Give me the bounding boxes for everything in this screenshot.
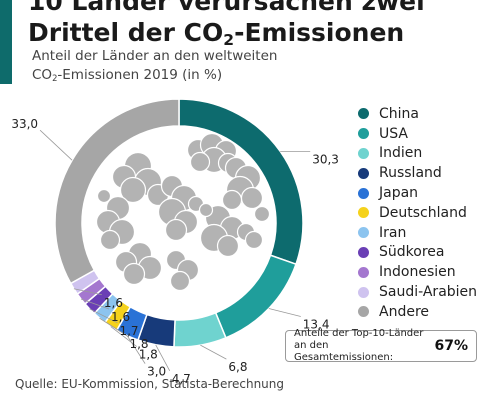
legend-item-japan: Japan (358, 183, 477, 203)
smoke-puff-9-2 (96, 188, 112, 204)
smoke-puff-5-3 (216, 234, 240, 258)
smoke-puff-7-2 (169, 270, 191, 292)
leader-usa (268, 308, 301, 317)
leader-japan (126, 335, 146, 364)
data-label-russland: 4,7 (172, 372, 191, 386)
smoke-puff-8-1 (244, 230, 264, 250)
legend-item-indien: Indien (358, 144, 477, 164)
leader-indonesien (80, 298, 110, 310)
data-label-japan: 3,0 (147, 365, 166, 379)
summary-label: Anteile der Top-10-Länder an den Gesamte… (294, 328, 424, 363)
title-line-2-post: -Emissionen (234, 18, 405, 47)
legend-label: Andere (379, 303, 430, 320)
legend-swatch (358, 147, 369, 159)
legend-swatch (358, 128, 369, 140)
subtitle-line-2-pre: CO (32, 67, 53, 83)
legend-label: Iran (379, 224, 407, 241)
legend-label: Indonesien (379, 264, 456, 281)
legend-swatch (358, 227, 369, 239)
legend-item-usa: USA (358, 124, 477, 144)
title-line-2-sub: 2 (223, 30, 235, 49)
slice-andere (54, 98, 180, 285)
subtitle-line-2-post: -Emissionen 2019 (in %) (57, 67, 223, 83)
legend-item-saudi-arabien: Saudi-Arabien (358, 282, 477, 302)
leader-lines (39, 129, 311, 371)
smoke-puff-9-1 (198, 202, 214, 218)
legend-swatch (358, 246, 369, 258)
data-labels: 30,313,46,84,73,01,81,81,71,61,633,0 (11, 117, 339, 386)
legend-label: China (379, 105, 419, 122)
legend-label: Saudi-Arabien (379, 284, 478, 301)
summary-value: 67% (434, 338, 468, 354)
title-line-2-pre: Drittel der CO (28, 18, 224, 47)
legend-item-andere: Andere (358, 302, 477, 322)
legend-item-russland: Russland (358, 163, 477, 183)
leader-saudi-arabien (73, 288, 102, 296)
smoke-puff-1-3 (119, 176, 147, 204)
leader-deutschland (110, 326, 137, 347)
legend-item-deutschland: Deutschland (358, 203, 477, 223)
slice-usa (214, 254, 297, 339)
legend-swatch (358, 187, 369, 199)
smoke-puff-6-3 (122, 262, 146, 286)
chart-title: 10 Länder verursachen zwei Drittel der C… (28, 0, 425, 48)
legend-swatch (358, 108, 369, 120)
legend-label: Indien (379, 145, 423, 162)
legend-label: Deutschland (379, 204, 467, 221)
legend-item-china: China (358, 104, 477, 124)
smoke-cloud-icon (95, 132, 271, 292)
subtitle-line-2-sub: 2 (52, 73, 58, 84)
subtitle-line-1: Anteil der Länder an den weltweiten (32, 48, 278, 64)
smoke-puff-9-3 (253, 205, 271, 223)
data-label-andere: 33,0 (11, 117, 38, 131)
leader-sudkorea (89, 308, 118, 324)
summary-box: Anteile der Top-10-Länder an den Gesamte… (285, 328, 477, 363)
legend-label: Südkorea (379, 244, 445, 261)
legend-swatch (358, 286, 369, 298)
smoke-puff-4-3 (99, 229, 121, 251)
leader-iran (99, 317, 128, 337)
legend-swatch (358, 306, 369, 318)
data-label-iran: 1,8 (129, 337, 148, 351)
legend-swatch (358, 207, 369, 219)
legend-label: USA (379, 125, 408, 142)
donut-slices (54, 98, 304, 348)
leader-russland (155, 344, 171, 371)
legend-swatch (358, 167, 369, 179)
smoke-puff-2-3 (240, 186, 264, 210)
legend-item-indonesien: Indonesien (358, 262, 477, 282)
data-label-indonesien: 1,6 (111, 310, 130, 324)
title-line-1: 10 Länder verursachen zwei (28, 0, 425, 16)
legend: China USA Indien Russland Japan Deutschland Ir… (358, 104, 477, 322)
leader-andere (39, 129, 73, 161)
subtitle-line-2: CO2-Emissionen 2019 (in %) (32, 67, 222, 83)
source-note: Quelle: EU-Kommission, Statista-Berechnu… (15, 377, 285, 391)
legend-item-iran: Iran (358, 223, 477, 243)
data-label-usa: 13,4 (303, 318, 330, 332)
data-label-saudi-arabien: 1,6 (104, 296, 123, 310)
data-label-deutschland: 1,8 (139, 348, 158, 362)
smoke-puff-0-4 (189, 151, 211, 173)
accent-bar (0, 0, 12, 84)
data-label-indien: 6,8 (228, 360, 247, 374)
legend-label: Russland (379, 165, 442, 182)
leader-indien (200, 344, 227, 360)
legend-swatch (358, 266, 369, 278)
slice-indien (173, 311, 227, 348)
legend-label: Japan (379, 185, 419, 202)
data-label-sudkorea: 1,7 (119, 324, 138, 338)
chart-subtitle: Anteil der Länder an den weltweiten CO2-… (32, 47, 277, 85)
smoke-puff-3-4 (164, 218, 188, 242)
data-label-china: 30,3 (312, 152, 339, 166)
title-line-2: Drittel der CO2-Emissionen (28, 18, 405, 49)
smoke-puff-2-4 (221, 189, 243, 211)
legend-item-sudkorea: Südkorea (358, 243, 477, 263)
